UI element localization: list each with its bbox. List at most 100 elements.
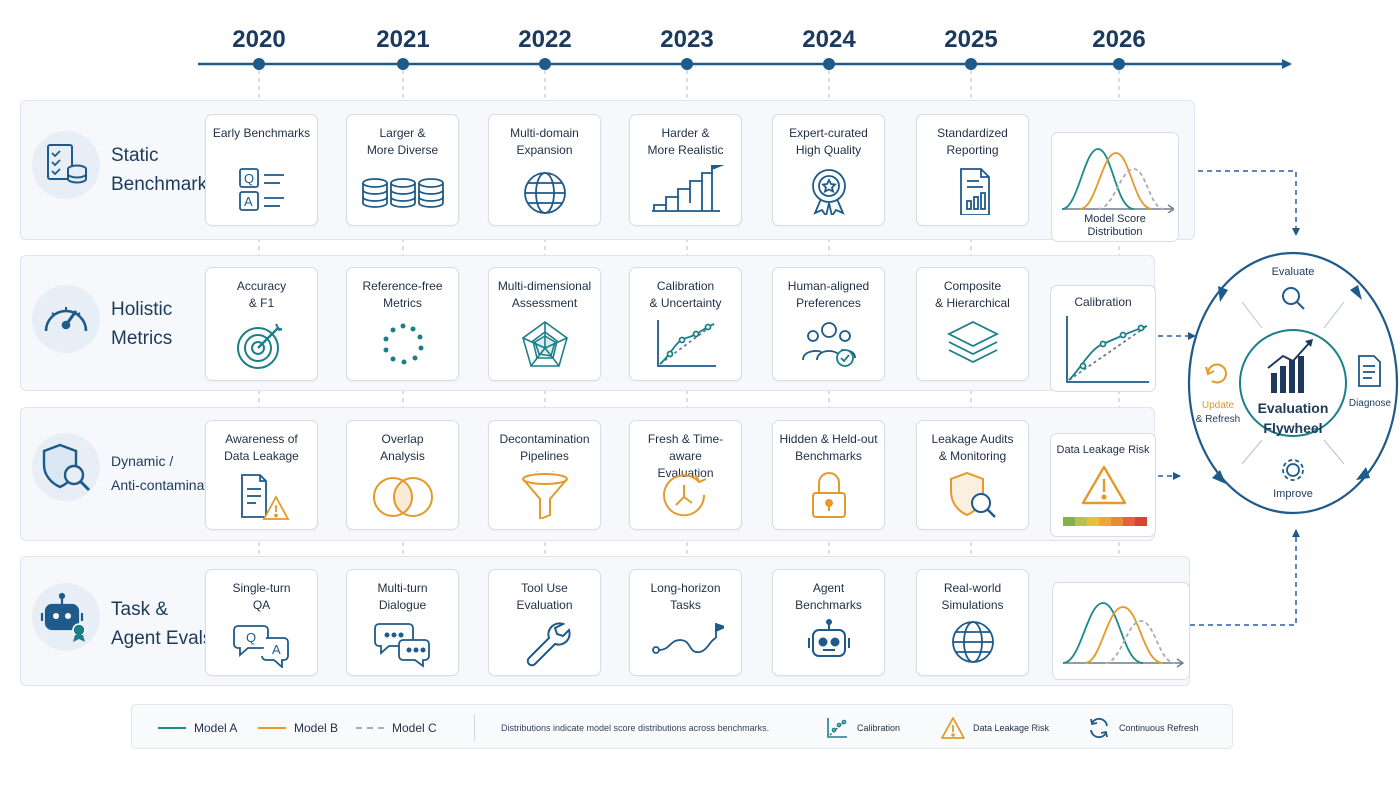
milestone-label: Standardized Reporting bbox=[937, 126, 1008, 157]
milestone-label: Leakage Audits & Monitoring bbox=[931, 432, 1014, 463]
legend-divider bbox=[474, 714, 475, 741]
document-warning-icon bbox=[232, 473, 292, 521]
milestone-card: Larger & More Diverse bbox=[346, 114, 459, 226]
milestone-label: Reference-free Metrics bbox=[362, 279, 443, 310]
svg-text:Q: Q bbox=[244, 171, 254, 186]
shield-magnifier-icon bbox=[943, 471, 1003, 519]
padlock-icon bbox=[799, 471, 859, 519]
timeline-year-dot bbox=[965, 58, 977, 70]
timeline-year-dot bbox=[823, 58, 835, 70]
end-card-label: Calibration bbox=[1074, 295, 1132, 309]
globe-icon bbox=[515, 169, 575, 217]
legend-label: Model C bbox=[392, 720, 437, 735]
legend: Model A Model B Model C Distributions in… bbox=[131, 704, 1233, 749]
calibration-icon bbox=[825, 716, 849, 740]
svg-text:A: A bbox=[272, 642, 281, 657]
milestone-card: Agent Benchmarks bbox=[772, 569, 885, 676]
milestone-label: Awareness of Data Leakage bbox=[224, 432, 299, 463]
data-leakage-risk-card: Data Leakage Risk bbox=[1050, 433, 1156, 537]
legend-calibration: Calibration bbox=[825, 705, 900, 750]
svg-text:Q: Q bbox=[246, 630, 256, 645]
milestone-label: Long-horizon Tasks bbox=[650, 581, 721, 612]
milestone-card: Reference-free Metrics bbox=[346, 267, 459, 381]
qa-list-icon: Q A bbox=[232, 167, 292, 215]
legend-swatch bbox=[158, 726, 186, 729]
milestone-label: Decontamination Pipelines bbox=[499, 432, 590, 463]
legend-label: Model B bbox=[294, 720, 339, 735]
warning-triangle-icon bbox=[1081, 464, 1127, 506]
milestone-label: Agent Benchmarks bbox=[795, 581, 862, 612]
flywheel-refresh-label: & Refresh bbox=[1195, 414, 1241, 425]
flywheel-center-label: Evaluation Flywheel bbox=[1257, 400, 1329, 436]
report-document-icon bbox=[943, 167, 1003, 216]
milestone-card: Real-world Simulations bbox=[916, 569, 1029, 676]
milestone-card: Long-horizon Tasks bbox=[629, 569, 742, 676]
people-check-icon bbox=[799, 320, 859, 368]
flywheel-diagnose-label: Diagnose bbox=[1348, 398, 1392, 409]
year-label: 2023 bbox=[660, 26, 714, 53]
target-arrow-icon bbox=[232, 322, 292, 370]
static-to-flywheel-link bbox=[1180, 170, 1300, 236]
milestone-card: Human-aligned Preferences bbox=[772, 267, 885, 381]
calibration-card: Calibration bbox=[1050, 285, 1156, 392]
milestone-label: Single-turn QA bbox=[232, 581, 291, 612]
year-label: 2024 bbox=[802, 26, 856, 53]
legend-leakage: Data Leakage Risk bbox=[941, 705, 1049, 750]
milestone-label: Multi-turn Dialogue bbox=[377, 581, 428, 612]
milestone-card: Fresh & Time-aware Evaluation bbox=[629, 420, 742, 530]
milestone-card: Accuracy & F1 bbox=[205, 267, 318, 381]
milestone-card: Hidden & Held-out Benchmarks bbox=[772, 420, 885, 530]
globe-icon bbox=[943, 618, 1003, 666]
venn-diagram-icon bbox=[367, 473, 439, 521]
end-card-label: Data Leakage Risk bbox=[1056, 444, 1150, 456]
milestone-label: Calibration & Uncertainty bbox=[649, 279, 722, 310]
legend-model-b: Model B bbox=[258, 705, 338, 750]
milestone-card: Early Benchmarks Q A bbox=[205, 114, 318, 226]
dotted-circle-icon bbox=[373, 320, 433, 368]
milestone-card: Calibration & Uncertainty bbox=[629, 267, 742, 381]
milestone-card: Leakage Audits & Monitoring bbox=[916, 420, 1029, 530]
milestone-card: Multi-turn Dialogue bbox=[346, 569, 459, 676]
clock-refresh-icon bbox=[656, 473, 716, 521]
year-label: 2025 bbox=[944, 26, 998, 53]
risk-gradient-bar bbox=[1063, 517, 1147, 526]
legend-model-c: Model C bbox=[356, 705, 437, 750]
calibration-chart-icon bbox=[656, 320, 716, 368]
year-label: 2026 bbox=[1092, 26, 1146, 53]
milestone-label: Fresh & Time-aware Evaluation bbox=[647, 432, 724, 480]
radar-chart-icon bbox=[515, 320, 575, 368]
warning-icon bbox=[941, 716, 965, 740]
legend-swatch bbox=[356, 726, 384, 729]
database-stack-icon bbox=[357, 173, 449, 221]
milestone-card: Harder & More Realistic bbox=[629, 114, 742, 226]
shield-search-icon bbox=[32, 433, 100, 501]
year-label: 2020 bbox=[232, 26, 286, 53]
lane-title: Task & Agent Evals bbox=[111, 599, 213, 649]
milestone-card: Expert-curated High Quality bbox=[772, 114, 885, 226]
gear-icon bbox=[1282, 459, 1304, 481]
award-ribbon-icon bbox=[799, 167, 859, 219]
agent-score-distribution-card bbox=[1052, 582, 1190, 680]
timeline-year-dot bbox=[539, 58, 551, 70]
refresh-icon bbox=[1087, 716, 1111, 740]
lane-title: Holistic Metrics bbox=[111, 299, 173, 349]
legend-model-a: Model A bbox=[158, 705, 237, 750]
milestone-label: Harder & More Realistic bbox=[647, 126, 724, 157]
lane-title: Dynamic / Anti-contamination bbox=[111, 453, 227, 493]
qa-bubbles-icon: Q A bbox=[232, 620, 292, 669]
timeline-year-dot bbox=[681, 58, 693, 70]
robot-icon bbox=[799, 618, 859, 666]
model-score-distribution-card: Model Score Distribution bbox=[1051, 132, 1179, 242]
milestone-label: Human-aligned Preferences bbox=[787, 279, 870, 310]
flywheel-update-label: Update bbox=[1201, 400, 1235, 411]
milestone-label: Larger & More Diverse bbox=[366, 126, 439, 157]
flywheel-evaluate-label: Evaluate bbox=[1271, 266, 1315, 278]
flywheel-ring bbox=[1187, 251, 1399, 515]
milestone-card: Awareness of Data Leakage bbox=[205, 420, 318, 530]
milestone-card: Standardized Reporting bbox=[916, 114, 1029, 226]
milestone-label: Real-world Simulations bbox=[941, 581, 1004, 612]
legend-label: Model A bbox=[194, 720, 238, 735]
milestone-card: Composite & Hierarchical bbox=[916, 267, 1029, 381]
timeline-year-dot bbox=[253, 58, 265, 70]
milestone-label: Multi-domain Expansion bbox=[510, 126, 579, 157]
